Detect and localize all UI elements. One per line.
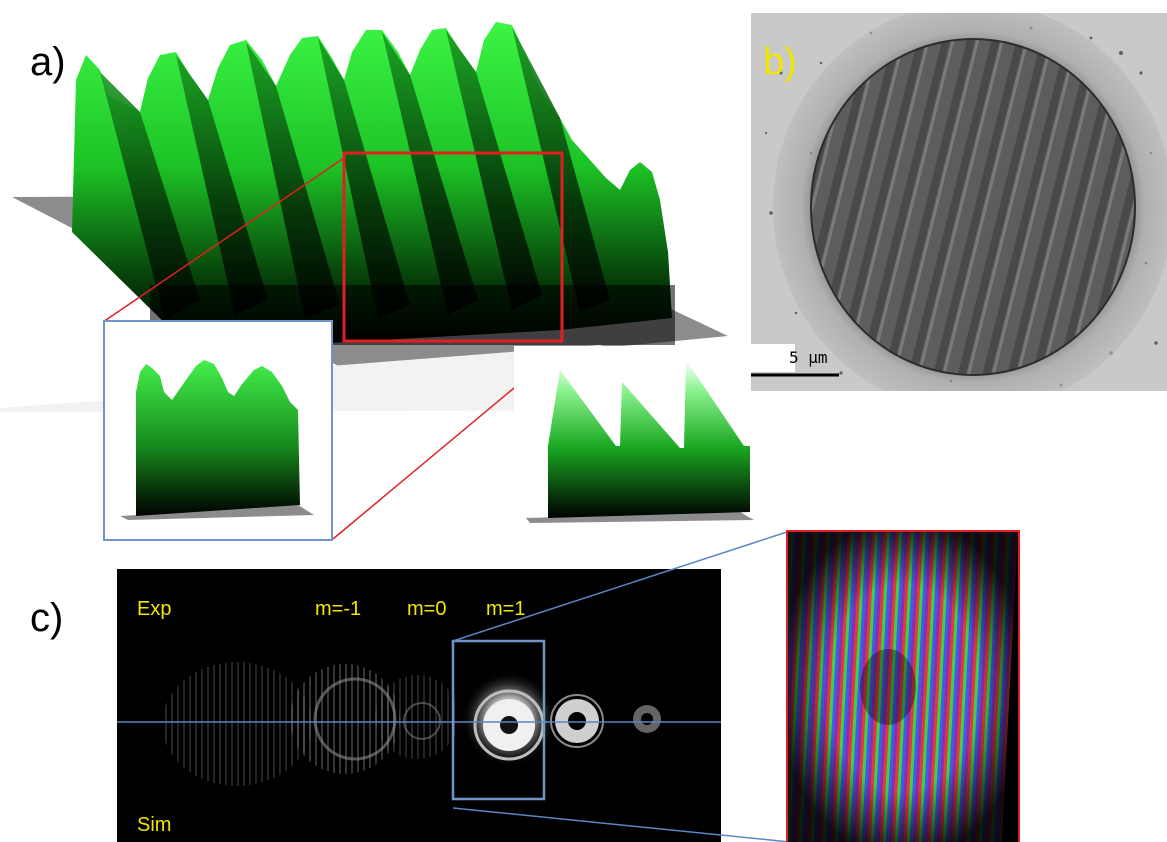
- panel-a-zoom-box: [342, 151, 564, 343]
- panel-a-inset-right-base: [526, 512, 754, 523]
- panel-c-order-m1: m=1: [486, 598, 526, 620]
- panel-b-grating-disk: [812, 40, 1134, 374]
- panel-b-scale-label-bg: [751, 344, 795, 372]
- panel-b: b) 5 µm: [751, 13, 1167, 391]
- panel-a-label: a): [30, 40, 66, 84]
- panel-c-order-m0: m=0: [407, 598, 447, 620]
- panel-a-connector-left: [102, 157, 345, 323]
- panel-c-order-m-1: m=-1: [315, 598, 362, 620]
- panel-a-inset-left-base: [120, 505, 314, 520]
- panel-b-label: b): [763, 41, 797, 83]
- panel-c-exp-label: Exp: [137, 598, 172, 620]
- panel-c-label: c): [30, 596, 64, 640]
- panel-a-graphic: [0, 22, 760, 541]
- panel-a: a): [0, 0, 760, 545]
- panel-a-connector-right: [332, 387, 515, 540]
- panel-c-zoom-frame: [786, 530, 1020, 842]
- panel-a-inset-right-profile: [548, 360, 750, 518]
- panel-c-interference-pattern: [788, 532, 1018, 842]
- panel-b-scale-text: 5 µm: [789, 348, 828, 367]
- panel-c-diffraction-image: [117, 639, 721, 801]
- panel-b-sem-image: [751, 13, 1167, 391]
- panel-a-inset-left-profile: [136, 360, 300, 516]
- panel-c-sim-label: Sim: [137, 814, 172, 836]
- panel-c: Exp Sim m=-1 m=0 m=1: [117, 569, 721, 842]
